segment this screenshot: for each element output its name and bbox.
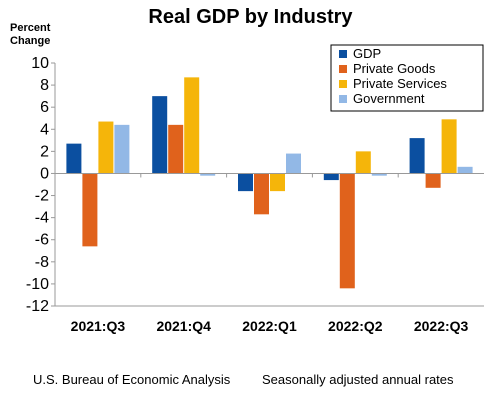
y-tick-label: 6 — [40, 99, 49, 116]
y-tick-label: -12 — [26, 298, 49, 315]
bar-government-2022-q1 — [286, 153, 301, 174]
y-axis-label-line-2: Change — [10, 35, 51, 47]
chart-title: Real GDP by Industry — [148, 6, 353, 28]
y-tick-label: 10 — [31, 55, 49, 72]
bar-private-goods-2022-q2 — [339, 173, 355, 289]
legend-swatch — [339, 50, 347, 58]
y-tick-label: -4 — [35, 210, 49, 227]
y-tick-label: 2 — [40, 143, 49, 160]
legend-swatch — [339, 95, 347, 103]
bar-private-goods-2022-q3 — [425, 173, 441, 188]
x-category-label: 2021:Q3 — [71, 318, 126, 334]
legend-swatch — [339, 80, 347, 88]
legend-swatch — [339, 65, 347, 73]
y-axis-label: Percent Change — [10, 22, 50, 48]
y-tick-label: -8 — [35, 254, 49, 271]
y-tick-label: -2 — [35, 188, 49, 205]
bar-government-2022-q3 — [457, 166, 473, 174]
x-category-label: 2021:Q4 — [156, 318, 211, 334]
y-tick-label: 8 — [40, 77, 49, 94]
y-tick-label: 0 — [40, 165, 49, 182]
bar-government-2021-q3 — [114, 124, 130, 174]
bar-private-goods-2021-q3 — [82, 173, 98, 247]
y-tick-label: 4 — [40, 121, 49, 138]
bar-private-services-2022-q3 — [441, 119, 457, 174]
y-tick-label: -10 — [26, 276, 49, 293]
source-note: U.S. Bureau of Economic Analysis — [33, 372, 231, 387]
bar-private-services-2022-q1 — [270, 173, 285, 192]
bar-private-services-2021-q3 — [98, 121, 114, 174]
bar-private-services-2021-q4 — [184, 77, 200, 174]
bar-private-services-2022-q2 — [355, 151, 371, 174]
bar-gdp-2022-q1 — [238, 173, 253, 192]
x-category-label: 2022:Q3 — [414, 318, 469, 334]
x-category-label: 2022:Q2 — [328, 318, 383, 334]
seasonal-note: Seasonally adjusted annual rates — [262, 372, 454, 387]
y-tick-label: -6 — [35, 232, 49, 249]
bar-private-goods-2021-q4 — [168, 124, 184, 174]
legend-label: Private Goods — [353, 61, 436, 76]
x-category-label: 2022:Q1 — [242, 318, 297, 334]
bar-gdp-2021-q4 — [152, 96, 168, 174]
legend-box — [330, 44, 484, 112]
legend-label: GDP — [353, 46, 381, 61]
bar-gdp-2022-q3 — [409, 138, 425, 174]
bar-government-2022-q2 — [371, 173, 387, 176]
y-axis-label-line-1: Percent — [10, 22, 51, 34]
bar-gdp-2022-q2 — [323, 173, 339, 181]
bar-gdp-2021-q3 — [66, 143, 82, 174]
bar-private-goods-2022-q1 — [254, 173, 269, 215]
bar-government-2021-q4 — [200, 173, 216, 176]
legend-label: Government — [353, 91, 425, 106]
legend-label: Private Services — [353, 76, 447, 91]
